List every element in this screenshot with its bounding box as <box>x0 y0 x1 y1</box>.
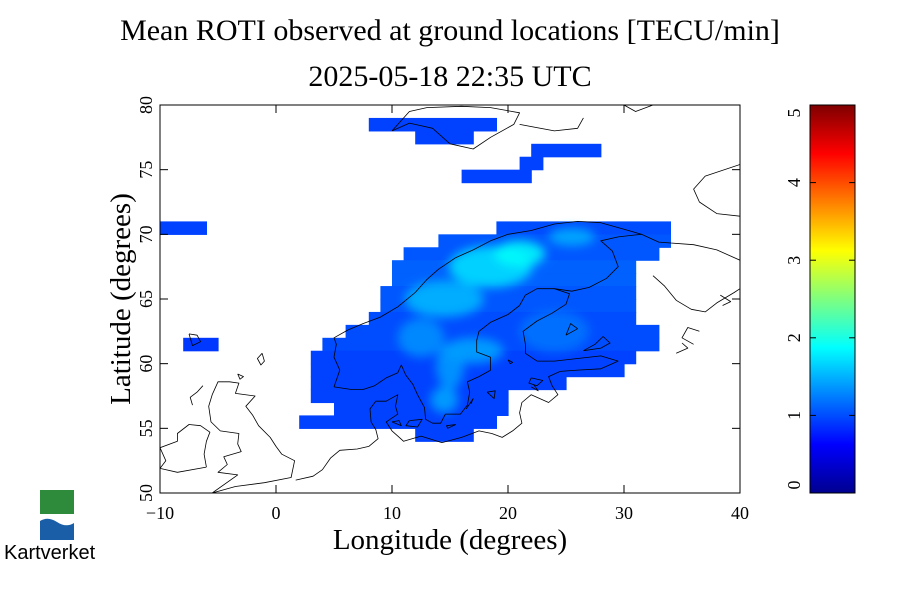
coastline <box>486 390 496 400</box>
roti-cell <box>310 376 567 391</box>
y-axis-ticks: 50 55 60 65 70 75 80 <box>136 96 740 502</box>
x-axis-label: Longitude (degrees) <box>333 524 567 556</box>
coastline <box>652 275 740 313</box>
coastline <box>391 105 520 150</box>
roti-cell <box>368 117 497 132</box>
roti-cell <box>531 143 602 158</box>
roti-hotspot <box>430 386 459 413</box>
coastline <box>188 333 202 347</box>
coastline <box>405 418 423 428</box>
logo-wordmark: Kartverket <box>4 542 96 564</box>
colorbar-tick-label: 3 <box>784 256 804 265</box>
coastline <box>641 233 740 261</box>
coastline <box>446 424 456 429</box>
coastline <box>333 288 619 424</box>
y-tick-label: 80 <box>136 96 156 114</box>
roti-cell <box>310 389 509 404</box>
roti-cell <box>310 363 625 378</box>
coastline <box>583 336 611 352</box>
roti-cell <box>345 324 660 339</box>
kartverket-logo: Kartverket <box>4 490 96 564</box>
colorbar-tick-label: 4 <box>784 178 804 187</box>
logo-wave-icon <box>40 514 74 522</box>
coastline <box>507 359 513 365</box>
roti-cell <box>415 130 474 145</box>
roti-cell <box>299 415 497 429</box>
roti-cell <box>183 337 219 352</box>
chart-title: Mean ROTI observed at ground locations [… <box>120 14 780 47</box>
coastline <box>676 342 689 354</box>
colorbar-tick-label: 0 <box>784 481 804 490</box>
roti-cell <box>160 221 207 235</box>
logo-green-block <box>40 490 74 514</box>
roti-cell <box>334 402 509 416</box>
x-tick-label: 30 <box>615 503 633 523</box>
roti-hotspot <box>548 227 595 246</box>
coastline <box>720 294 732 306</box>
coastline <box>391 420 402 427</box>
colorbar-tick-label: 1 <box>784 411 804 420</box>
roti-hotspot <box>494 240 546 267</box>
y-tick-label: 65 <box>136 290 156 308</box>
coastline <box>160 424 211 473</box>
coastlines <box>160 105 740 493</box>
y-tick-label: 50 <box>136 484 156 502</box>
coastline <box>623 105 654 112</box>
coastline <box>208 381 296 493</box>
coastline <box>565 323 578 336</box>
x-tick-label: 40 <box>731 503 749 523</box>
roti-cell <box>461 169 532 184</box>
roti-hotspot <box>397 318 445 358</box>
roti-hotspot <box>404 280 484 318</box>
coastline <box>681 327 700 345</box>
roti-cell <box>415 428 474 442</box>
x-tick-label: −10 <box>146 503 174 523</box>
x-axis-ticks: −10 0 10 20 30 40 <box>146 105 749 523</box>
colorbar-tick-label: 5 <box>784 109 804 118</box>
y-tick-label: 75 <box>136 161 156 179</box>
coastline <box>465 398 474 410</box>
x-tick-label: 0 <box>272 503 281 523</box>
colorbar: 0 1 2 3 4 5 <box>784 104 856 494</box>
coastline <box>295 360 619 481</box>
y-axis-label: Latitude (degrees) <box>105 193 137 405</box>
y-tick-label: 55 <box>136 419 156 437</box>
y-tick-label: 60 <box>136 355 156 373</box>
roti-cell <box>496 221 671 235</box>
roti-hotspot <box>519 310 590 353</box>
coastline <box>531 384 539 392</box>
coastline <box>333 220 642 388</box>
coastline <box>256 353 265 366</box>
roti-hotspot <box>436 342 464 390</box>
coastline <box>237 373 244 380</box>
colorbar-gradient <box>809 104 856 494</box>
coastline <box>554 233 642 292</box>
y-tick-label: 70 <box>136 225 156 243</box>
colorbar-ticks: 0 1 2 3 4 5 <box>784 104 855 494</box>
x-tick-label: 10 <box>383 503 401 523</box>
roti-cell <box>519 156 544 171</box>
coastline <box>189 385 204 406</box>
x-tick-label: 20 <box>499 503 517 523</box>
coastline <box>693 164 740 217</box>
chart-subtitle: 2025-05-18 22:35 UTC <box>308 60 591 93</box>
colorbar-tick-label: 2 <box>784 333 804 342</box>
logo-blue-block <box>40 518 74 540</box>
plot-area <box>160 105 740 493</box>
coastline <box>519 117 584 132</box>
coastline <box>528 377 544 387</box>
